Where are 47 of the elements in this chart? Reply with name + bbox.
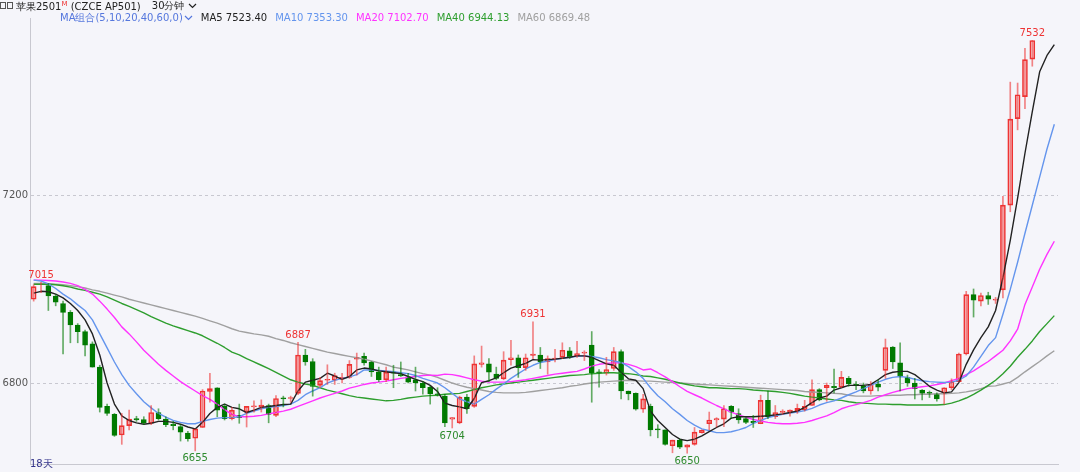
annotation: 7015 bbox=[28, 269, 54, 281]
candlestick bbox=[74, 323, 81, 344]
text: MA60 6869.48 bbox=[517, 12, 591, 24]
candlestick bbox=[420, 381, 426, 395]
candlestick bbox=[889, 346, 896, 369]
candlestick bbox=[662, 429, 668, 446]
annotation: 7532 bbox=[1019, 27, 1046, 39]
candlestick bbox=[375, 366, 382, 382]
candlestick bbox=[280, 395, 287, 408]
annotation: 6887 bbox=[285, 328, 311, 340]
annotation: 6704 bbox=[439, 429, 465, 441]
text: MA10 7353.30 bbox=[275, 12, 348, 24]
text: MA40 6944.13 bbox=[436, 12, 510, 24]
chart-title: 苹果2501$^{M}$ (CZCE AP501) bbox=[16, 0, 141, 13]
candlestick bbox=[427, 385, 434, 405]
text: MA20 7102.70 bbox=[355, 12, 429, 24]
candlestick bbox=[96, 364, 103, 413]
candlestick bbox=[515, 354, 522, 378]
legend-title: MA组合(5,10,20,40,60,0) bbox=[60, 12, 184, 24]
candlestick bbox=[632, 392, 639, 411]
candlestick bbox=[405, 372, 411, 384]
candlestick bbox=[52, 294, 59, 307]
annotation: 18天 bbox=[30, 457, 53, 471]
candlestick bbox=[60, 300, 66, 355]
candlestick bbox=[309, 358, 316, 397]
annotation: 6650 bbox=[674, 454, 700, 466]
candlestick bbox=[104, 403, 110, 416]
annotation: 6931 bbox=[520, 308, 546, 320]
candlestick bbox=[486, 358, 492, 382]
candlestick bbox=[82, 329, 88, 357]
candlestick bbox=[397, 361, 404, 377]
candlestick bbox=[985, 291, 992, 305]
text: MA5 7523.40 bbox=[200, 12, 268, 24]
y-tick-label: 6800 bbox=[2, 376, 28, 388]
candlestick bbox=[845, 376, 852, 387]
candlestick bbox=[919, 389, 925, 401]
candlestick bbox=[875, 379, 881, 392]
candlestick bbox=[897, 342, 903, 392]
candlestick bbox=[185, 430, 191, 442]
candlestick bbox=[677, 438, 683, 449]
candlestick bbox=[743, 417, 749, 425]
candlestick bbox=[765, 390, 771, 419]
chart-subtitle: 30分钟 bbox=[151, 0, 185, 11]
y-tick-label: 7200 bbox=[2, 189, 28, 201]
annotation: 6655 bbox=[182, 452, 208, 464]
candlestick bbox=[654, 424, 661, 439]
candlestick bbox=[442, 393, 448, 427]
